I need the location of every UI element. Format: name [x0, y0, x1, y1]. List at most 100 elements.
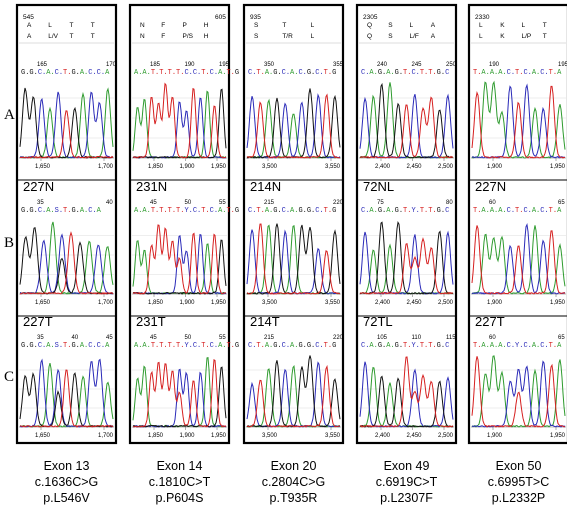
trace-ruler-label: 80: [446, 200, 453, 206]
cdna-change-caption: c.2804C>G: [262, 475, 326, 489]
base-call: C.: [97, 69, 105, 77]
scan-number-label: 3,550: [325, 433, 341, 439]
base-call: C.: [523, 69, 531, 77]
base-call: A.: [80, 342, 88, 350]
sample-amino-acid: A: [27, 33, 32, 40]
base-call: C.: [298, 69, 306, 77]
base-call: A.: [218, 342, 226, 350]
base-call: A.: [134, 342, 142, 350]
base-call: A: [557, 342, 562, 350]
base-call: T.: [168, 207, 176, 215]
trace-c: [359, 93, 454, 159]
base-call: T.: [420, 69, 428, 77]
base-call: C.: [282, 342, 290, 350]
base-call: Y.: [411, 342, 419, 350]
base-call: G.: [29, 69, 37, 77]
scan-number-label: 1,700: [98, 164, 114, 170]
trace-a: [471, 355, 566, 428]
trace-t: [471, 85, 566, 159]
scan-number-label: 2,400: [375, 300, 391, 306]
base-call: S.: [55, 342, 63, 350]
base-call: C.: [97, 342, 105, 350]
base-call: A.: [369, 69, 377, 77]
sample-label: 214N: [250, 179, 281, 194]
trace-ruler-label: 350: [264, 62, 275, 68]
base-call-sequence: G.G.C.A.S.T.G.A.C.C.A: [21, 342, 110, 350]
base-call-sequence: A.A.T.T.T.T.C.C.T.C.A.T.G: [134, 69, 239, 77]
trace-g: [359, 82, 454, 159]
base-call-sequence: C.T.A.G.C.A.C.G.C.T.G: [248, 69, 336, 77]
base-call: C.: [55, 69, 63, 77]
exon-caption: Exon 50: [496, 459, 542, 473]
trace-ruler-label: 35: [37, 335, 44, 341]
trace-ruler-label: 55: [219, 335, 226, 341]
base-call: A.: [142, 207, 150, 215]
position-number: 605: [215, 14, 226, 21]
sample-label: 227N: [23, 179, 54, 194]
sample-amino-acid: L: [479, 33, 483, 40]
base-call: T.: [176, 342, 184, 350]
base-call: C.: [88, 207, 96, 215]
trace-ruler-label: 215: [264, 335, 275, 341]
base-call: G.: [298, 207, 306, 215]
scan-number-label: 1,900: [180, 300, 196, 306]
sample-amino-acid: T: [543, 33, 547, 40]
trace-ruler-label: 65: [558, 335, 565, 341]
base-call: A.: [290, 342, 298, 350]
base-call: A.: [481, 69, 489, 77]
base-call: T.: [403, 69, 411, 77]
position-number: 2330: [475, 14, 490, 21]
base-call: C.: [411, 69, 419, 77]
exon-caption: Exon 14: [157, 459, 203, 473]
trace-c: [19, 358, 114, 428]
sample-amino-acid: N: [140, 33, 145, 40]
base-call: C.: [184, 69, 192, 77]
cdna-change-caption: c.1810C>T: [149, 475, 211, 489]
base-call: A: [557, 69, 562, 77]
reference-amino-acid: S: [254, 22, 259, 29]
base-call: A.: [490, 69, 498, 77]
base-call: T.: [226, 69, 234, 77]
scan-number-label: 1,650: [35, 300, 51, 306]
base-call: T.: [428, 69, 436, 77]
base-call-sequence: C.A.G.A.G.T.Y.T.T.G.C: [361, 342, 449, 350]
trace-ruler-label: 45: [106, 335, 113, 341]
cdna-change-caption: c.1636C>G: [35, 475, 99, 489]
base-call: T.: [151, 69, 159, 77]
trace-ruler-label: 245: [412, 62, 423, 68]
trace-a: [359, 243, 454, 295]
panel-border: [355, 3, 458, 445]
base-call: T.: [428, 342, 436, 350]
base-call: T.: [151, 207, 159, 215]
base-call: A.: [369, 207, 377, 215]
trace-ruler-label: 110: [412, 335, 422, 341]
scan-number-label: 1,950: [550, 300, 566, 306]
trace-t: [471, 356, 566, 428]
sample-amino-acid: T: [70, 33, 74, 40]
trace-t: [19, 110, 114, 159]
trace-a: [359, 82, 454, 159]
sample-amino-acid: L/V: [48, 33, 58, 40]
base-call: G.: [378, 69, 386, 77]
base-call: G.: [273, 69, 281, 77]
trace-ruler-label: 190: [185, 62, 196, 68]
base-call: G.: [437, 207, 445, 215]
position-number: 2305: [363, 14, 378, 21]
base-call-sequence: T.A.A.A.C.Y.C.A.C.T.A: [473, 342, 562, 350]
base-call: T.: [473, 207, 481, 215]
base-call: A.: [218, 69, 226, 77]
trace-a: [471, 80, 566, 159]
sample-amino-acid: S: [388, 33, 393, 40]
trace-ruler-label: 250: [446, 62, 457, 68]
base-call: Y.: [411, 207, 419, 215]
base-call: Y.: [515, 342, 523, 350]
